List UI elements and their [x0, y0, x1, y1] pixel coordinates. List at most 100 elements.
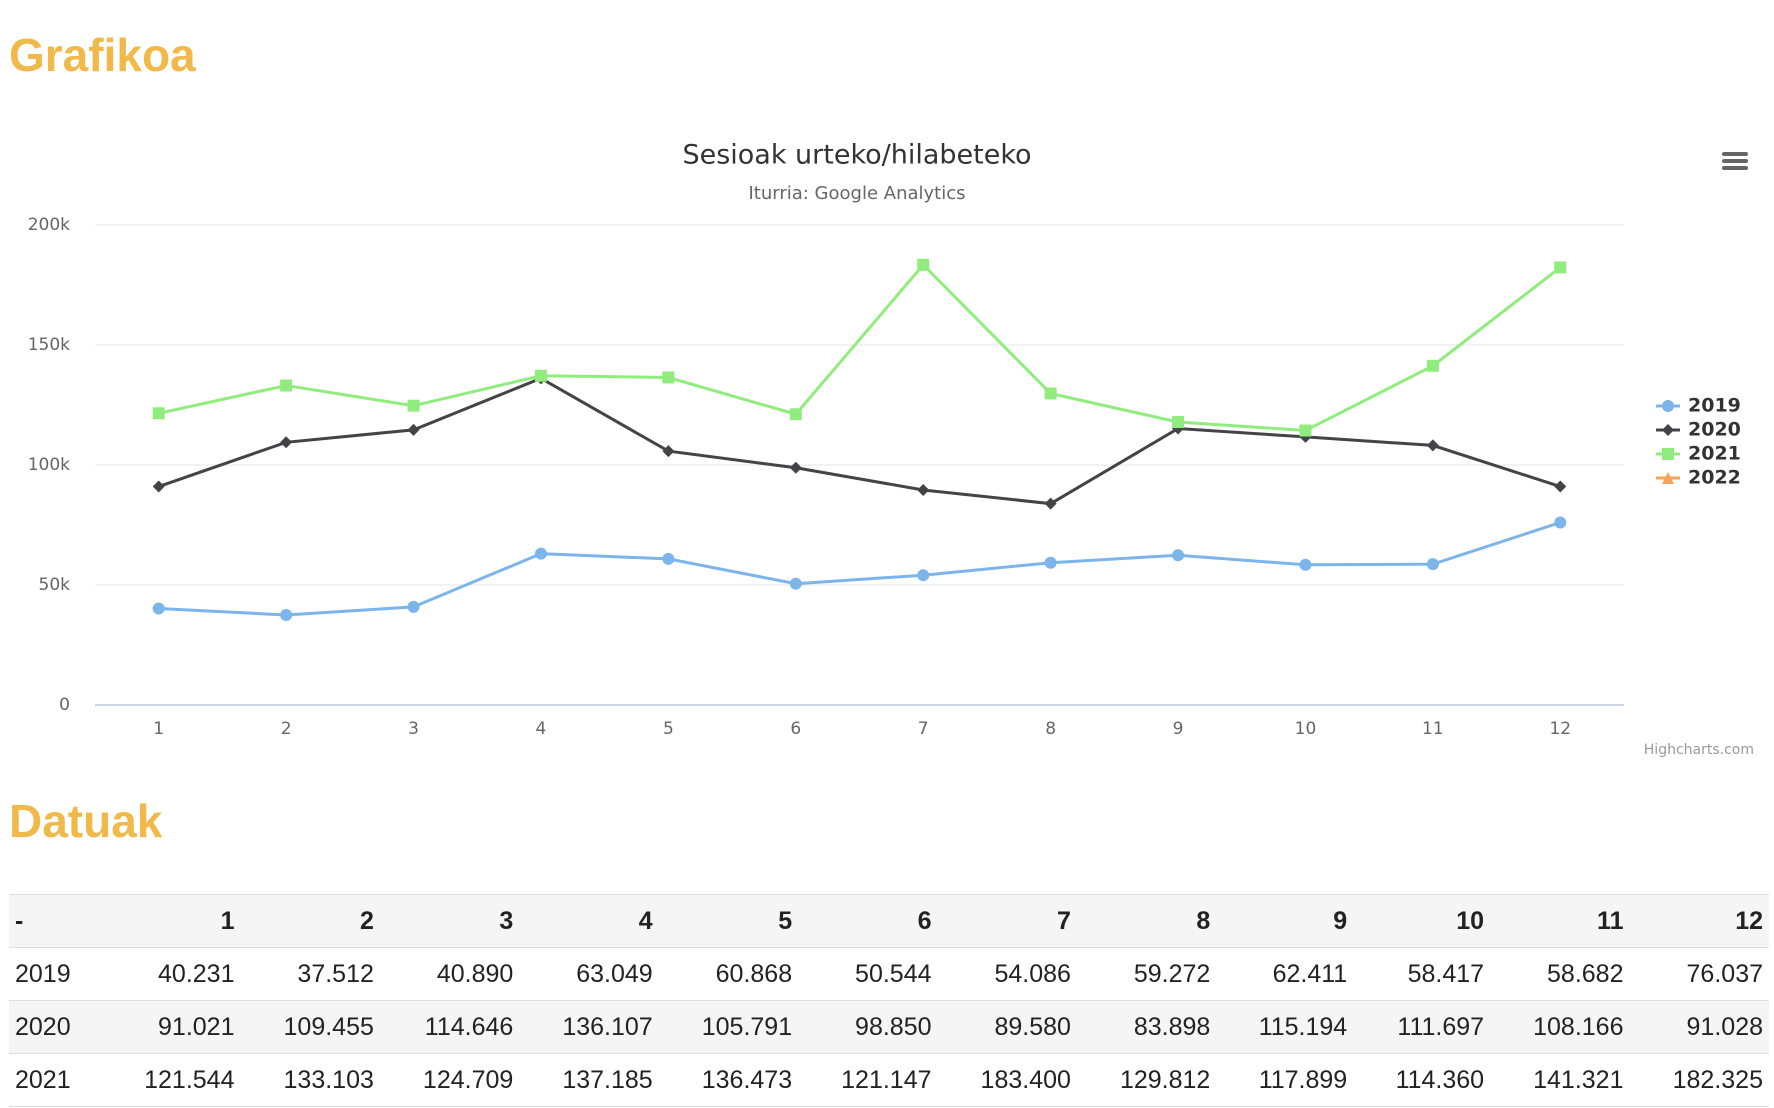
legend-label: 2019	[1688, 395, 1741, 417]
header-cell: 7	[937, 894, 1077, 948]
table-cell: 108.166	[1490, 1000, 1630, 1054]
chart-subtitle: Iturria: Google Analytics	[748, 183, 965, 204]
point	[280, 608, 293, 621]
header-cell: 9	[1216, 894, 1354, 948]
menu-bar	[1722, 166, 1748, 170]
menu-bar	[1722, 152, 1748, 156]
table-cell: 40.231	[101, 947, 241, 1001]
point	[917, 258, 930, 271]
x-tick-label: 8	[1045, 719, 1056, 739]
x-tick-label: 9	[1173, 719, 1184, 739]
legend-item[interactable]: 2022	[1656, 467, 1741, 489]
menu-bar	[1722, 159, 1748, 163]
x-tick-label: 11	[1422, 719, 1444, 739]
point	[1044, 387, 1057, 400]
section-heading: Grafikoa	[9, 29, 196, 81]
point	[1299, 558, 1312, 571]
header-cell: 11	[1490, 894, 1630, 948]
series-line	[158, 521, 1561, 617]
x-tick-label: 3	[408, 719, 419, 739]
y-tick-label: 50k	[39, 575, 71, 595]
y-tick-label: 200k	[28, 215, 70, 235]
header-row: -1 2 3 4 5 6 7 8 9 10 11 12	[9, 894, 1769, 948]
point	[1044, 497, 1057, 510]
point	[917, 484, 930, 497]
legend-symbol	[1662, 448, 1674, 460]
x-tick-label: 4	[536, 719, 547, 739]
point	[152, 480, 165, 493]
header-cell: 5	[658, 894, 799, 948]
legend-label: 2022	[1688, 467, 1741, 489]
table-cell: 62.411	[1216, 947, 1354, 1001]
point	[407, 423, 420, 436]
chart-title: Sesioak urteko/hilabeteko	[682, 140, 1031, 171]
table-cell: 121.544	[101, 1053, 241, 1107]
legend-symbol	[1662, 424, 1674, 436]
chart: Sesioak urteko/hilabeteko Iturria: Googl…	[28, 140, 1754, 759]
table-cell: 83.898	[1076, 1000, 1217, 1054]
x-tick-label: 1	[153, 719, 164, 739]
table-cell: 40.890	[379, 947, 520, 1001]
point	[1554, 261, 1567, 274]
point	[280, 379, 293, 392]
legend-item[interactable]: 2019	[1656, 395, 1741, 417]
header-cell: 3	[379, 894, 520, 948]
table-cell: 121.147	[798, 1053, 938, 1107]
table-cell: 136.473	[658, 1053, 799, 1107]
legend-item[interactable]: 2020	[1656, 419, 1741, 441]
table-cell: 60.868	[658, 947, 799, 1001]
table-cell: 182.325	[1629, 1053, 1769, 1107]
credit[interactable]: Highcharts.com	[1644, 742, 1754, 758]
table-cell: 98.850	[798, 1000, 938, 1054]
point	[280, 436, 293, 449]
point	[152, 407, 165, 420]
point	[789, 408, 802, 421]
legend-label: 2020	[1688, 419, 1741, 441]
table-row: 2019 40.231 37.512 40.890 63.049 60.868 50.544…	[9, 947, 1769, 1001]
point	[534, 547, 547, 560]
table-cell: 37.512	[240, 947, 380, 1001]
point	[1299, 424, 1312, 437]
point	[534, 369, 547, 382]
table-cell: 129.812	[1076, 1053, 1217, 1107]
y-tick-label: 150k	[28, 335, 70, 355]
legend-symbol	[1662, 400, 1674, 412]
header-cell: 8	[1076, 894, 1217, 948]
x-tick-label: 5	[663, 719, 674, 739]
x-tick-label: 7	[918, 719, 929, 739]
point	[152, 602, 165, 615]
series-line	[158, 262, 1562, 433]
table-row: 2020 91.021 109.455 114.646 136.107 105.791 98…	[9, 1000, 1769, 1054]
header-cell: 12	[1629, 894, 1769, 948]
data-table: -1 2 3 4 5 6 7 8 9 10 11 12 2019 40.231 37.512 40.890 63…	[9, 894, 1769, 1107]
table-cell: 63.049	[519, 947, 659, 1001]
table-cell: 117.899	[1216, 1053, 1354, 1107]
point	[1426, 558, 1439, 571]
table-cell: 58.417	[1353, 947, 1491, 1001]
point	[1172, 416, 1185, 429]
table-cell: 50.544	[798, 947, 938, 1001]
table-cell: 124.709	[379, 1053, 520, 1107]
header-cell: 6	[798, 894, 938, 948]
table-cell: 111.697	[1353, 1000, 1491, 1054]
header-cell: 2	[240, 894, 380, 948]
table-cell: 54.086	[937, 947, 1077, 1001]
series-line	[158, 376, 1561, 506]
table-cell: 59.272	[1076, 947, 1217, 1001]
point	[1426, 439, 1439, 452]
table-cell: 2019	[9, 947, 102, 1001]
point	[917, 569, 930, 582]
table-cell: 114.646	[379, 1000, 520, 1054]
legend-item[interactable]: 2021	[1656, 443, 1741, 465]
y-tick-label: 100k	[28, 455, 70, 475]
table-cell: 141.321	[1490, 1053, 1630, 1107]
table-cell: 136.107	[519, 1000, 659, 1054]
table-cell: 133.103	[240, 1053, 380, 1107]
table-cell: 91.021	[101, 1000, 241, 1054]
table-row: 2021 121.544 133.103 124.709 137.185 136.473 1…	[9, 1053, 1769, 1107]
menu-button[interactable]	[1722, 152, 1748, 170]
table-cell: 114.360	[1353, 1053, 1491, 1107]
point	[789, 577, 802, 590]
header-cell: 1	[101, 894, 241, 948]
